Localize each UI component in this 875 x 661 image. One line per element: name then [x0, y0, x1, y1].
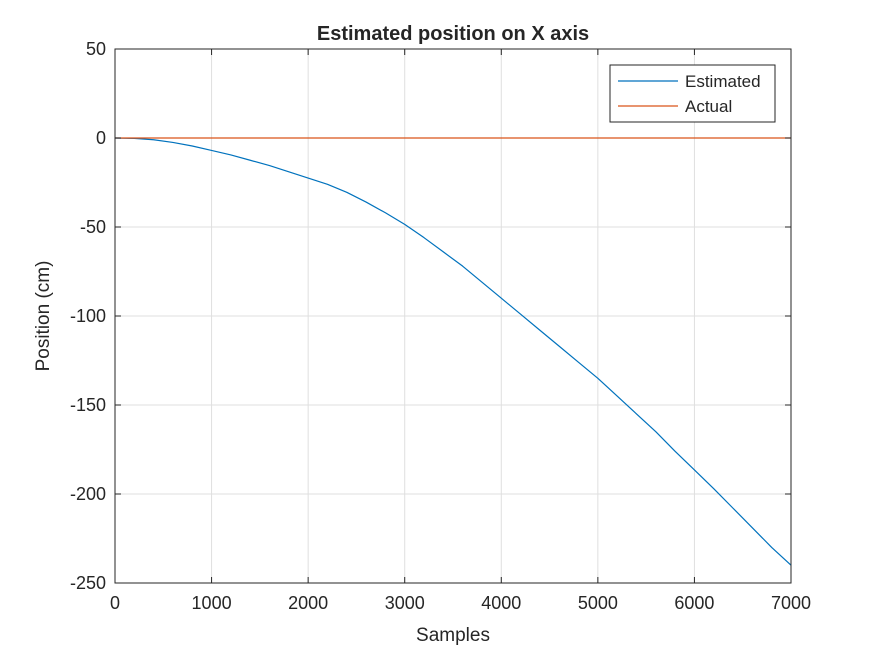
y-tick-label: 0: [96, 128, 106, 148]
y-tick-label: -200: [70, 484, 106, 504]
x-tick-label: 2000: [288, 593, 328, 613]
series-lines: [114, 137, 792, 566]
x-tick-label: 4000: [481, 593, 521, 613]
legend-box: [609, 64, 776, 123]
legend-label-actual: Actual: [685, 97, 732, 116]
x-tick-label: 7000: [771, 593, 811, 613]
chart-title: Estimated position on X axis: [317, 23, 589, 45]
x-tick-label: 3000: [385, 593, 425, 613]
series-line-estimated: [114, 137, 792, 566]
x-axis-label: Samples: [416, 625, 490, 646]
axis-ticks: 0 1000 2000 3000 4000 5000 6000 7000 50 0 -50 -100 -…: [70, 39, 811, 613]
y-tick-label: -50: [80, 217, 106, 237]
legend: Estimated Actual: [609, 64, 776, 123]
x-tick-label: 0: [110, 593, 120, 613]
y-tick-label: -100: [70, 306, 106, 326]
y-tick-label: -150: [70, 395, 106, 415]
x-tick-label: 6000: [674, 593, 714, 613]
y-tick-label: 50: [86, 39, 106, 59]
x-tick-label: 5000: [578, 593, 618, 613]
legend-label-estimated: Estimated: [685, 72, 761, 91]
x-tick-label: 1000: [192, 593, 232, 613]
y-axis-label: Position (cm): [33, 261, 54, 372]
y-tick-label: -250: [70, 573, 106, 593]
